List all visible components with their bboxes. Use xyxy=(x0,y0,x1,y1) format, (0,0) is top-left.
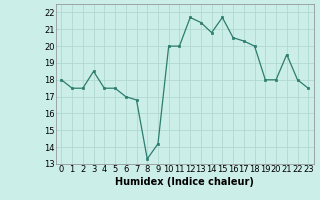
X-axis label: Humidex (Indice chaleur): Humidex (Indice chaleur) xyxy=(116,177,254,187)
